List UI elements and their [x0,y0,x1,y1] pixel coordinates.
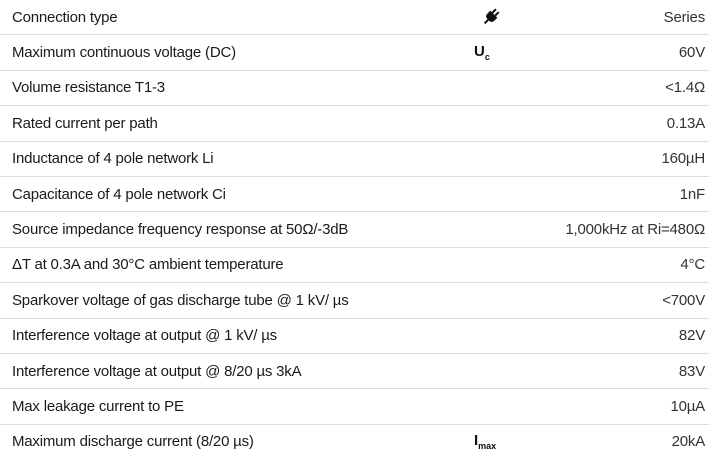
row-label: Rated current per path [12,114,158,132]
symbol-sub: max [478,441,497,452]
row-value: 4°C [680,256,705,274]
symbol-main: I [474,432,479,450]
row-label: Maximum continuous voltage (DC) [12,44,236,62]
table-row: Maximum continuous voltage (DC) Uc 60V [0,35,709,71]
row-label: Maximum discharge current (8/20 µs) [12,433,254,451]
row-value: 83V [678,362,705,380]
row-value: 1,000kHz at Ri=480Ω [565,221,705,239]
row-value: 82V [678,327,705,345]
row-label: Capacitance of 4 pole network Ci [12,185,226,203]
row-label: Sparkover voltage of gas discharge tube … [12,291,349,309]
table-row: Connection type Series [0,0,709,36]
row-label: ΔT at 0.3A and 30°C ambient temperature [12,256,284,274]
symbol-sub: c [484,52,490,63]
row-label: Source impedance frequency response at 5… [12,221,349,239]
row-label: Interference voltage at output @ 8/20 µs… [12,362,302,380]
table-row: Max leakage current to PE 10µA [0,389,709,425]
row-value: 20kA [671,433,706,451]
row-label: Volume resistance T1-3 [12,79,165,97]
table-row: Interference voltage at output @ 1 kV/ µ… [0,319,709,354]
row-value: 160µH [661,150,705,168]
symbol: Imax [474,432,496,451]
table-row: Sparkover voltage of gas discharge tube … [0,283,709,319]
row-value: Series [663,8,706,26]
row-value: <1.4Ω [665,79,705,97]
row-label: Max leakage current to PE [12,397,184,415]
row-label: Interference voltage at output @ 1 kV/ µ… [12,327,277,345]
row-value: <700V [662,291,705,309]
table-row: ΔT at 0.3A and 30°C ambient temperature 4… [0,248,709,284]
row-value: 10µA [670,397,705,415]
row-value: 0.13A [666,114,705,132]
table-row: Maximum discharge current (8/20 µs) Imax 2… [0,425,709,459]
table-row: Interference voltage at output @ 8/20 µs… [0,354,709,390]
row-label: Inductance of 4 pole network Li [12,150,214,168]
row-label: Connection type [12,8,118,26]
table-row: Inductance of 4 pole network Li 160µH [0,142,709,177]
row-value: 1nF [679,185,705,203]
symbol: Uc [474,43,490,62]
row-value: 60V [678,44,705,62]
symbol-main: U [474,43,485,61]
table-row: Rated current per path 0.13A [0,106,709,142]
table-row: Capacitance of 4 pole network Ci 1nF [0,177,709,213]
table-row: Source impedance frequency response at 5… [0,212,709,248]
table-row: Volume resistance T1-3 <1.4Ω [0,71,709,107]
plug-icon [483,8,500,25]
